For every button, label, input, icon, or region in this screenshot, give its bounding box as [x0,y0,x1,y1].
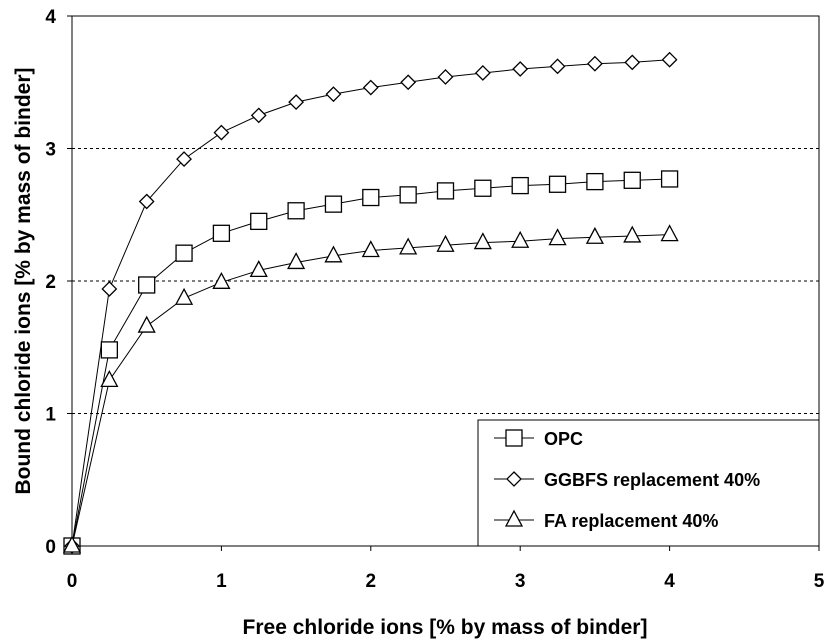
point-triangle-11 [473,232,492,250]
point-square-11 [474,179,492,197]
point-triangle-13 [548,228,567,246]
point-triangle-14 [585,226,604,244]
y-tick-label-3: 3 [45,140,56,161]
point-square-13 [548,175,567,193]
point-triangle-7 [324,245,343,263]
point-triangle-0 [62,535,82,553]
point-triangle-8 [361,240,380,258]
x-tick-label-1: 1 [216,571,227,592]
point-diamond-5 [250,107,267,124]
series-square [63,170,679,555]
series-triangle [62,224,679,553]
point-triangle-16 [660,224,679,242]
point-square-15 [623,171,641,189]
point-triangle-4 [212,271,231,289]
legend-marker-square [505,429,523,447]
point-square-9 [399,186,417,204]
point-triangle-10 [436,234,455,252]
point-triangle-5 [249,260,268,278]
point-diamond-11 [474,65,491,81]
gridlines [72,148,819,414]
point-triangle-15 [623,225,642,243]
y-tick-label-1: 1 [45,405,56,426]
point-square-5 [250,212,268,231]
point-square-10 [436,182,455,200]
x-axis-title: Free chloride ions [% by mass of binder] [243,616,648,639]
point-diamond-7 [325,86,342,103]
point-square-16 [660,170,679,188]
point-diamond-10 [437,69,454,85]
point-diamond-9 [400,74,417,91]
point-triangle-3 [174,287,194,305]
point-triangle-9 [399,237,418,255]
x-tick-label-4: 4 [664,571,675,592]
point-triangle-2 [137,315,156,333]
point-square-2 [138,276,156,294]
point-diamond-3 [176,151,192,168]
legend: OPC GGBFS replacement 40% FA replacement 4… [477,419,820,547]
y-axis-title: Bound chloride ions [% by mass of binder… [12,67,35,494]
legend-marker-triangle [504,509,524,527]
legend-marker-diamond [506,471,522,487]
x-tick-label-3: 3 [515,571,526,592]
point-square-12 [511,176,529,195]
point-square-14 [586,172,604,191]
point-square-1 [100,341,118,359]
point-diamond-16 [661,51,678,68]
point-diamond-8 [362,79,379,96]
axis-ticks: 0 1 2 3 4 0 1 2 3 4 5 [45,7,824,592]
point-square-8 [362,188,380,207]
point-diamond-14 [586,55,603,72]
point-diamond-15 [624,54,641,71]
legend-label-triangle: FA replacement 40% [544,511,718,531]
point-square-7 [324,195,343,213]
point-triangle-6 [287,252,306,270]
legend-label-diamond: GGBFS replacement 40% [544,470,760,490]
legend-box [477,419,820,547]
y-tick-label-2: 2 [45,272,56,293]
x-tick-label-2: 2 [366,571,377,592]
point-diamond-12 [512,61,529,77]
x-tick-label-0: 0 [67,571,78,592]
point-square-4 [212,224,231,242]
y-tick-label-4: 4 [45,7,56,28]
point-diamond-13 [549,58,566,75]
point-square-3 [175,244,193,262]
x-tick-label-5: 5 [814,571,825,592]
series-group [62,51,679,555]
y-tick-label-0: 0 [45,537,56,558]
legend-label-square: OPC [544,429,583,449]
point-square-6 [287,202,305,220]
point-triangle-1 [100,369,119,388]
point-diamond-1 [101,281,118,297]
point-diamond-4 [213,124,230,141]
point-diamond-6 [288,94,305,111]
point-triangle-12 [511,230,530,248]
point-diamond-2 [138,193,155,210]
